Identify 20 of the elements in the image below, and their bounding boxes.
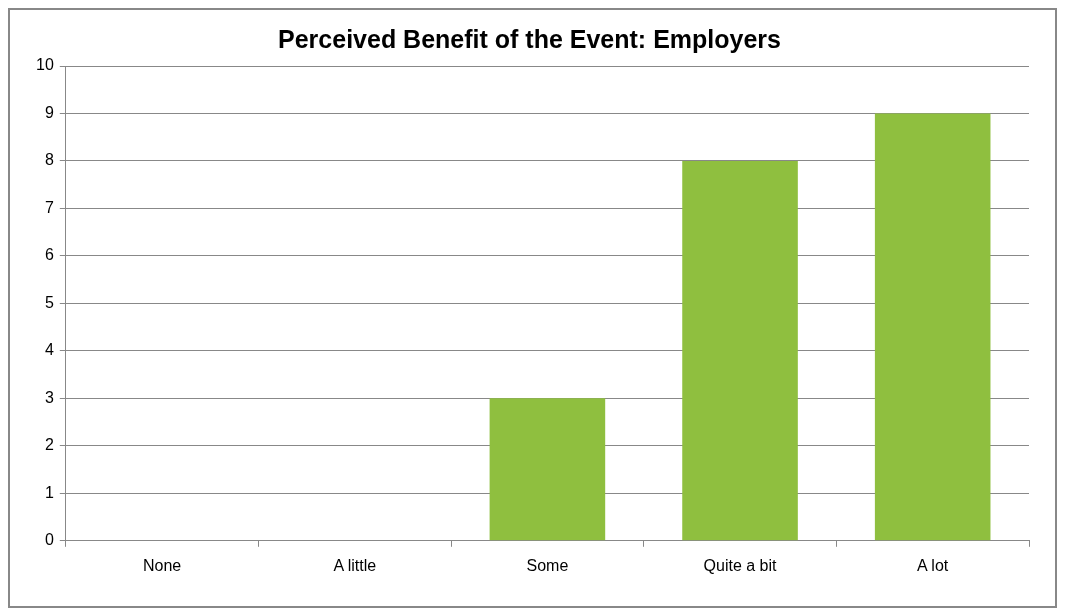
x-tick-label: A little [333, 556, 377, 574]
y-tick-label: 3 [44, 388, 54, 406]
y-tick-label: 6 [44, 246, 54, 264]
bar [874, 113, 991, 541]
x-tick-label: None [142, 556, 182, 574]
bar [489, 398, 606, 541]
y-tick-label: 7 [44, 198, 54, 216]
y-tick-label: 5 [44, 293, 54, 311]
bar [682, 160, 798, 541]
y-tick-label: 2 [44, 436, 54, 454]
x-tick-label: A lot [917, 556, 949, 574]
chart-title: Perceived Benefit of the Event: Employers [278, 24, 781, 53]
y-tick-label: 10 [36, 56, 54, 74]
y-tick-label: 9 [44, 103, 54, 121]
x-tick-label: Some [526, 556, 569, 574]
y-tick-label: 8 [44, 151, 54, 169]
y-tick-label: 4 [44, 341, 54, 359]
x-tick-label: Quite a bit [703, 556, 778, 574]
y-tick-label: 1 [44, 483, 54, 501]
y-tick-label: 0 [44, 531, 54, 549]
